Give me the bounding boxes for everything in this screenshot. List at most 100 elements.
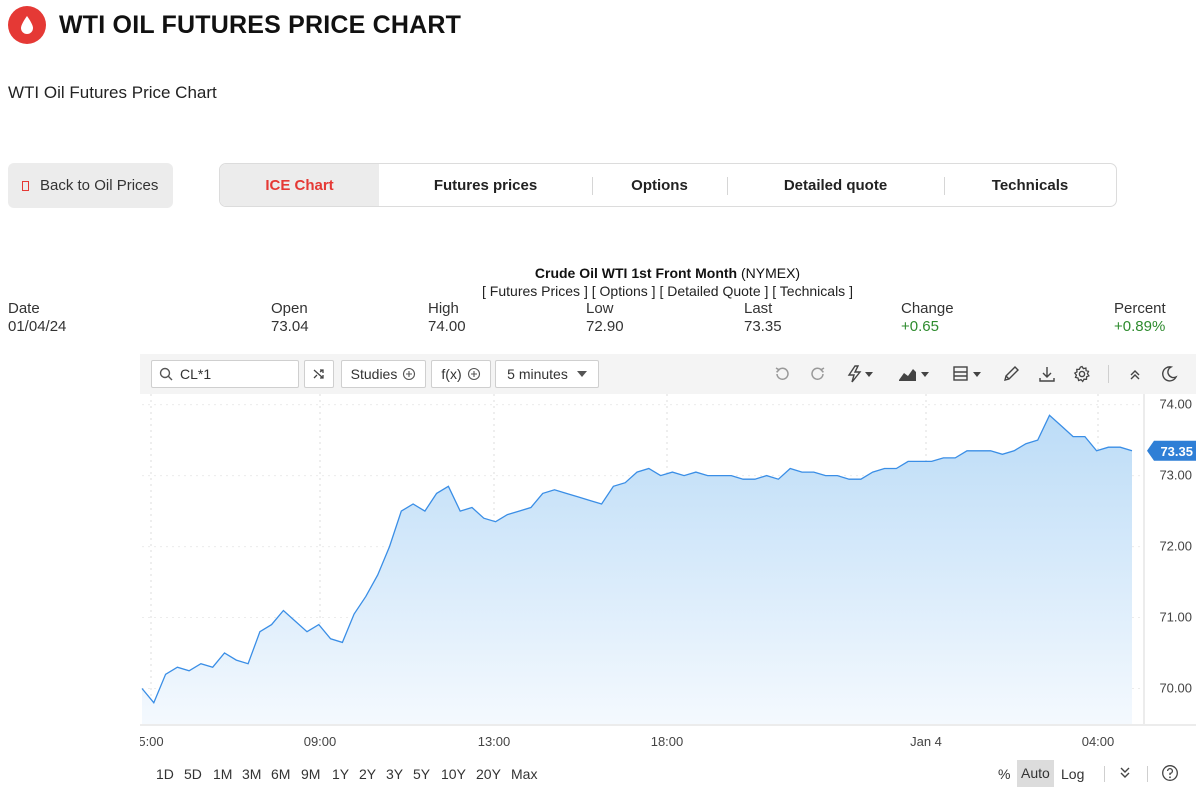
- range-20y[interactable]: 20Y: [476, 766, 501, 782]
- stat-label: High: [428, 300, 459, 317]
- pencil-icon: [1004, 366, 1019, 381]
- plus-circle-icon: [403, 367, 416, 381]
- lightning-icon: [847, 365, 873, 383]
- percent-scale-toggle[interactable]: %: [998, 766, 1011, 782]
- range-2y[interactable]: 2Y: [359, 766, 377, 782]
- stat-label: Low: [586, 300, 614, 317]
- gear-icon: [1073, 365, 1090, 383]
- options-link[interactable]: [ Options ]: [591, 283, 656, 299]
- redo-button[interactable]: [807, 363, 829, 385]
- back-button-label: Back to Oil Prices: [40, 177, 159, 194]
- range-5d[interactable]: 5D: [184, 766, 202, 782]
- tab-futures-prices[interactable]: Futures prices: [433, 176, 538, 194]
- range-3y[interactable]: 3Y: [386, 766, 404, 782]
- download-button[interactable]: [1036, 363, 1058, 385]
- studies-button[interactable]: Studies: [341, 360, 426, 388]
- stat-low: Low 72.90: [586, 300, 624, 336]
- range-5y[interactable]: 5Y: [413, 766, 431, 782]
- futures-prices-link[interactable]: [ Futures Prices ]: [482, 283, 588, 299]
- plus-circle-icon: [467, 367, 480, 381]
- mountain-chart-icon: [899, 369, 929, 381]
- stat-label: Date: [8, 300, 40, 317]
- chart-tabs: ICE Chart Futures prices Options Detaile…: [219, 163, 1117, 207]
- redo-icon: [811, 367, 825, 380]
- stat-label: Change: [901, 300, 954, 317]
- function-button[interactable]: f(x): [431, 360, 491, 388]
- price-line: [141, 414, 1133, 704]
- caret-down-icon: [576, 371, 587, 377]
- y-tick-label: 70.00: [1159, 681, 1192, 696]
- tab-detailed-quote[interactable]: Detailed quote: [727, 164, 944, 206]
- events-menu-button[interactable]: [842, 363, 878, 385]
- help-icon: [1162, 765, 1178, 781]
- range-max[interactable]: Max: [511, 766, 538, 782]
- range-3m[interactable]: 3M: [242, 766, 262, 782]
- fx-label: f(x): [441, 366, 462, 382]
- y-tick-label: 74.00: [1159, 397, 1192, 412]
- layout-menu-button[interactable]: [950, 363, 986, 385]
- moon-icon: [1162, 366, 1178, 382]
- x-tick-label: 18:00: [651, 734, 684, 749]
- symbol-search[interactable]: [151, 360, 299, 388]
- auto-scale-toggle[interactable]: Auto: [1017, 760, 1054, 787]
- chart-footer: 1D 5D 1M 3M 6M 9M 1Y 2Y 3Y 5Y 10Y 20Y Ma…: [140, 758, 1196, 788]
- technicals-link[interactable]: [ Technicals ]: [772, 283, 853, 299]
- range-10y[interactable]: 10Y: [441, 766, 466, 782]
- interval-select[interactable]: 5 minutes: [495, 360, 599, 388]
- chevron-double-up-icon: [1130, 370, 1140, 380]
- stat-label: Open: [271, 300, 308, 317]
- stat-last: Last 73.35: [744, 300, 782, 336]
- symbol-input[interactable]: [180, 366, 290, 382]
- oil-drop-logo: [8, 6, 46, 44]
- back-to-oil-prices-button[interactable]: Back to Oil Prices: [8, 163, 173, 208]
- stat-label: Last: [744, 300, 773, 317]
- download-icon: [1039, 367, 1055, 382]
- stat-value: 01/04/24: [8, 318, 67, 335]
- chevron-double-down-icon: [1120, 767, 1130, 778]
- range-1m[interactable]: 1M: [213, 766, 233, 782]
- compare-button[interactable]: [304, 360, 334, 388]
- instrument-name: Crude Oil WTI 1st Front Month: [534, 265, 738, 281]
- stat-percent: Percent +0.89%: [1114, 300, 1166, 336]
- help-button[interactable]: [1159, 762, 1181, 784]
- page-header: WTI OIL FUTURES PRICE CHART: [8, 4, 461, 46]
- y-tick-label: 71.00: [1159, 610, 1192, 625]
- undo-button[interactable]: [771, 363, 793, 385]
- stat-date: Date 01/04/24: [8, 300, 66, 336]
- last-price-badge: [1147, 440, 1196, 461]
- undo-icon: [775, 367, 789, 380]
- exchange-name: (NYMEX): [740, 265, 801, 281]
- stat-open: Open 73.04: [271, 300, 309, 336]
- range-1y[interactable]: 1Y: [332, 766, 350, 782]
- page-subtitle: WTI Oil Futures Price Chart: [8, 83, 217, 102]
- price-chart[interactable]: 70.00 71.00 72.00 73.00 74.00 5:00 09:00 13:00 1…: [140, 394, 1196, 754]
- y-tick-label: 72.00: [1159, 539, 1192, 554]
- draw-button[interactable]: [1000, 363, 1022, 385]
- collapse-button[interactable]: [1124, 363, 1146, 385]
- tab-technicals[interactable]: Technicals: [944, 164, 1116, 206]
- log-scale-toggle[interactable]: Log: [1061, 766, 1085, 782]
- shuffle-icon: [313, 369, 324, 379]
- stat-high: High 74.00: [428, 300, 466, 336]
- range-9m[interactable]: 9M: [301, 766, 321, 782]
- quote-links: [ Futures Prices ] [ Options ] [ Detaile…: [0, 283, 1200, 299]
- chart-type-menu-button[interactable]: [896, 363, 932, 385]
- x-tick-label: 5:00: [140, 734, 164, 749]
- theme-toggle-button[interactable]: [1158, 363, 1180, 385]
- stat-value: +0.65: [901, 318, 939, 335]
- stat-value: 73.35: [744, 318, 782, 335]
- last-price-label: 73.35: [1160, 444, 1193, 459]
- range-1d[interactable]: 1D: [156, 766, 174, 782]
- range-6m[interactable]: 6M: [271, 766, 291, 782]
- x-tick-label: 09:00: [304, 734, 337, 749]
- detailed-quote-link[interactable]: [ Detailed Quote ]: [659, 283, 769, 299]
- stat-value: 74.00: [428, 318, 466, 335]
- tab-options[interactable]: Options: [592, 164, 727, 206]
- y-tick-label: 73.00: [1159, 468, 1192, 483]
- x-tick-label: 04:00: [1082, 734, 1115, 749]
- back-icon: [22, 180, 29, 191]
- expand-button[interactable]: [1114, 762, 1136, 784]
- tab-ice-chart[interactable]: ICE Chart: [220, 164, 379, 206]
- price-area: [142, 415, 1132, 724]
- settings-button[interactable]: [1071, 363, 1093, 385]
